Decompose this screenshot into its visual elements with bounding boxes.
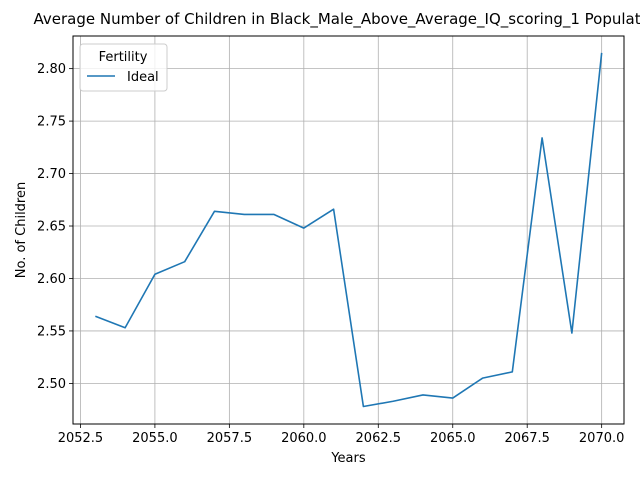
y-tick-label: 2.50	[37, 377, 66, 392]
y-axis-ticks: 2.50 2.55 2.60 2.65 2.70 2.75 2.80	[37, 62, 73, 392]
x-tick-label: 2055.0	[132, 431, 178, 446]
x-tick-label: 2070.0	[579, 431, 625, 446]
y-tick-label: 2.55	[37, 324, 66, 339]
plot-area-frame	[72, 35, 625, 425]
legend-box	[79, 43, 168, 92]
grid	[73, 36, 624, 424]
y-tick-label: 2.60	[37, 272, 66, 287]
y-tick-label: 2.75	[37, 115, 66, 130]
x-tick-label: 2065.0	[430, 431, 476, 446]
x-tick-label: 2067.5	[504, 431, 550, 446]
series-lines	[95, 52, 603, 408]
y-tick-label: 2.70	[37, 167, 66, 182]
legend: Fertility Ideal	[79, 43, 168, 92]
x-axis-label: Years	[330, 451, 366, 466]
x-tick-label: 2062.5	[356, 431, 402, 446]
chart-title: Average Number of Children in Black_Male…	[34, 10, 640, 29]
legend-label-ideal: Ideal	[127, 70, 159, 85]
y-tick-label: 2.65	[37, 220, 66, 235]
legend-title: Fertility	[99, 50, 148, 65]
x-axis-ticks: 2052.5 2055.0 2057.5 2060.0 2062.5 2065.0 2067…	[58, 424, 625, 446]
y-tick-label: 2.80	[37, 62, 66, 77]
x-tick-label: 2057.5	[207, 431, 253, 446]
y-axis-label: No. of Children	[14, 182, 29, 278]
x-tick-label: 2052.5	[58, 431, 104, 446]
x-tick-label: 2060.0	[281, 431, 327, 446]
series-line-ideal	[95, 52, 603, 408]
